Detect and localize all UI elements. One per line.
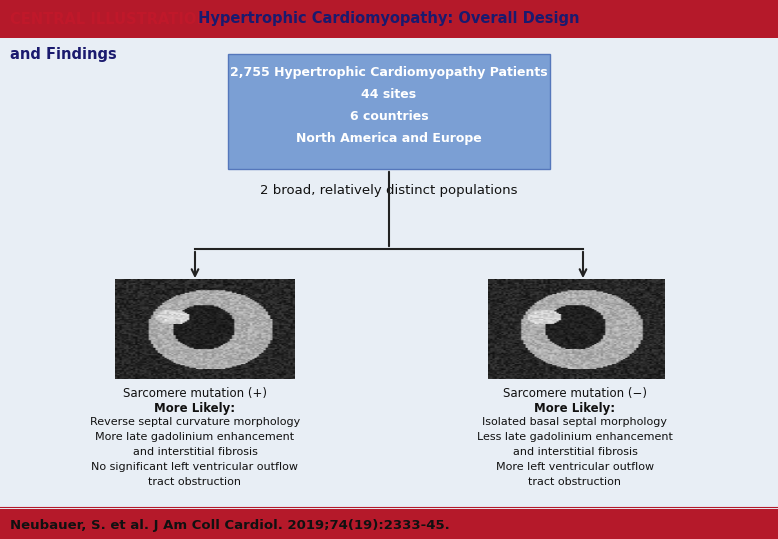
- Text: 6 countries: 6 countries: [349, 110, 429, 123]
- Text: tract obstruction: tract obstruction: [528, 477, 622, 487]
- FancyBboxPatch shape: [0, 509, 778, 539]
- Text: 2,755 Hypertrophic Cardiomyopathy Patients: 2,755 Hypertrophic Cardiomyopathy Patien…: [230, 66, 548, 79]
- Text: More late gadolinium enhancement: More late gadolinium enhancement: [96, 432, 295, 442]
- Text: Isolated basal septal morphology: Isolated basal septal morphology: [482, 417, 668, 427]
- Text: No significant left ventricular outflow: No significant left ventricular outflow: [92, 462, 299, 472]
- Text: Reverse septal curvature morphology: Reverse septal curvature morphology: [90, 417, 300, 427]
- FancyBboxPatch shape: [0, 38, 778, 511]
- Text: More Likely:: More Likely:: [534, 402, 615, 415]
- Text: North America and Europe: North America and Europe: [296, 132, 482, 145]
- Text: More left ventricular outflow: More left ventricular outflow: [496, 462, 654, 472]
- Text: More Likely:: More Likely:: [155, 402, 236, 415]
- FancyBboxPatch shape: [228, 54, 550, 169]
- Text: Sarcomere mutation (+): Sarcomere mutation (+): [123, 387, 267, 400]
- Text: Less late gadolinium enhancement: Less late gadolinium enhancement: [477, 432, 673, 442]
- Text: Sarcomere mutation (−): Sarcomere mutation (−): [503, 387, 647, 400]
- Text: CENTRAL ILLUSTRATION:: CENTRAL ILLUSTRATION:: [10, 11, 215, 26]
- Text: 2 broad, relatively distinct populations: 2 broad, relatively distinct populations: [261, 184, 517, 197]
- Text: Hypertrophic Cardiomyopathy: Overall Design: Hypertrophic Cardiomyopathy: Overall Des…: [193, 11, 580, 26]
- Text: and interstitial fibrosis: and interstitial fibrosis: [132, 447, 258, 457]
- Text: 44 sites: 44 sites: [362, 88, 416, 101]
- Text: and interstitial fibrosis: and interstitial fibrosis: [513, 447, 637, 457]
- Text: tract obstruction: tract obstruction: [149, 477, 241, 487]
- Text: Neubauer, S. et al. J Am Coll Cardiol. 2019;74(19):2333-45.: Neubauer, S. et al. J Am Coll Cardiol. 2…: [10, 519, 450, 531]
- FancyBboxPatch shape: [0, 0, 778, 38]
- Text: and Findings: and Findings: [10, 46, 117, 61]
